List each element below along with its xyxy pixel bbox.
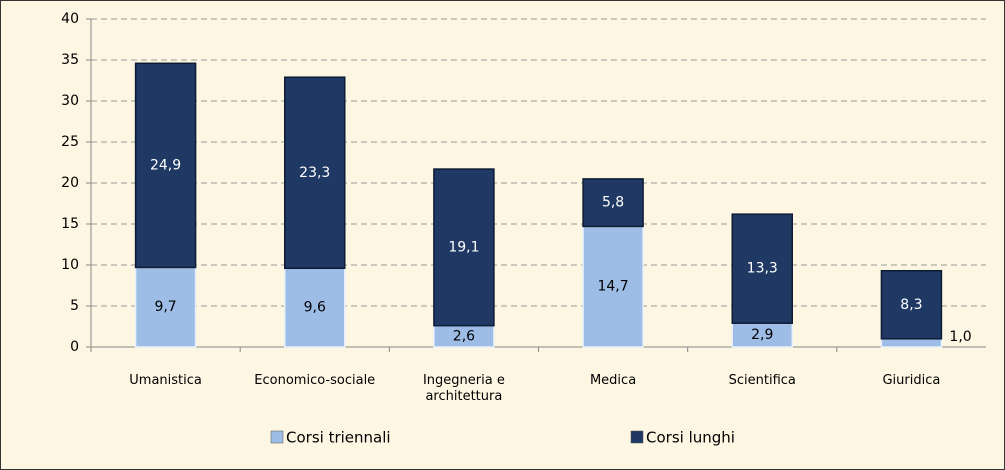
y-tick-label: 5 — [70, 298, 79, 314]
x-tick-label: Ingegneria e architettura — [422, 373, 505, 404]
bar-segment — [582, 225, 644, 348]
x-tick-label: Giuridica — [882, 373, 941, 388]
value-label: 13,3 — [747, 261, 778, 277]
value-label: 19,1 — [448, 239, 479, 255]
x-tick-label: Umanistica — [129, 373, 202, 388]
value-label: 23,3 — [299, 165, 330, 181]
y-tick-label: 10 — [61, 257, 79, 273]
y-tick-label: 40 — [61, 11, 79, 27]
x-tick-label: Scientifica — [728, 373, 796, 388]
x-tick-label: Economico-sociale — [254, 373, 376, 388]
bar-segment — [880, 338, 943, 348]
y-tick-label: 30 — [61, 93, 79, 109]
value-label: 24,9 — [150, 157, 181, 173]
value-label: 9,7 — [154, 299, 176, 315]
y-tick-label: 20 — [61, 175, 79, 191]
value-label: 5,8 — [602, 195, 624, 211]
legend-swatch — [630, 430, 644, 444]
bar-segment — [284, 267, 346, 348]
value-label: 2,9 — [751, 327, 773, 343]
legend-label: Corsi triennali — [286, 429, 391, 447]
value-label: 1,0 — [949, 329, 971, 345]
bar-segment — [880, 269, 943, 340]
bar-segment — [731, 213, 793, 324]
bar-segment — [134, 62, 197, 269]
x-tick-label: Medica — [589, 373, 637, 388]
bar-segment — [134, 266, 197, 348]
value-label: 8,3 — [900, 297, 922, 313]
legend-swatch — [270, 430, 284, 444]
y-tick-label: 0 — [70, 339, 79, 355]
legend-label: Corsi lunghi — [646, 429, 735, 447]
y-tick-label: 25 — [61, 134, 79, 150]
y-tick-label: 35 — [61, 52, 79, 68]
bar-segment — [284, 76, 346, 270]
bar-segment — [433, 168, 495, 327]
value-label: 14,7 — [597, 279, 628, 295]
bar-segment — [582, 178, 644, 228]
value-label: 9,6 — [304, 300, 326, 316]
value-label: 2,6 — [453, 328, 475, 344]
y-tick-label: 15 — [61, 216, 79, 232]
